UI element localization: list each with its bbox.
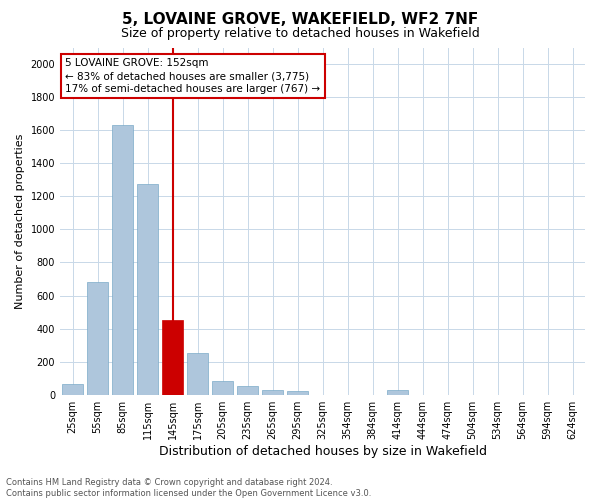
Bar bbox=[287, 390, 308, 394]
X-axis label: Distribution of detached houses by size in Wakefield: Distribution of detached houses by size … bbox=[158, 444, 487, 458]
Y-axis label: Number of detached properties: Number of detached properties bbox=[15, 134, 25, 309]
Bar bbox=[212, 380, 233, 394]
Bar bbox=[162, 320, 183, 394]
Bar bbox=[87, 282, 108, 395]
Bar bbox=[112, 125, 133, 394]
Bar bbox=[137, 184, 158, 394]
Bar bbox=[387, 390, 408, 394]
Bar bbox=[262, 390, 283, 394]
Text: Size of property relative to detached houses in Wakefield: Size of property relative to detached ho… bbox=[121, 28, 479, 40]
Text: 5 LOVAINE GROVE: 152sqm
← 83% of detached houses are smaller (3,775)
17% of semi: 5 LOVAINE GROVE: 152sqm ← 83% of detache… bbox=[65, 58, 320, 94]
Bar bbox=[62, 384, 83, 394]
Bar bbox=[187, 354, 208, 395]
Bar bbox=[237, 386, 258, 394]
Text: Contains HM Land Registry data © Crown copyright and database right 2024.
Contai: Contains HM Land Registry data © Crown c… bbox=[6, 478, 371, 498]
Text: 5, LOVAINE GROVE, WAKEFIELD, WF2 7NF: 5, LOVAINE GROVE, WAKEFIELD, WF2 7NF bbox=[122, 12, 478, 28]
